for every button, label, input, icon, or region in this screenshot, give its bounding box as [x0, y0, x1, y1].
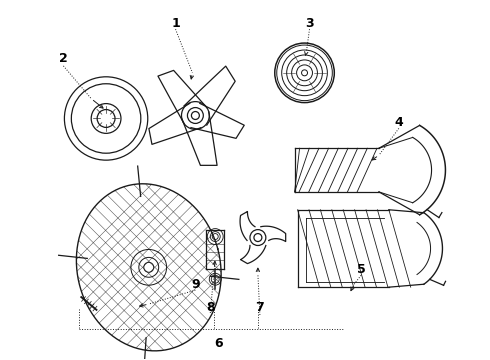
Text: 6: 6: [214, 337, 222, 350]
Text: 5: 5: [357, 263, 366, 276]
Text: 2: 2: [59, 53, 68, 66]
Text: 4: 4: [394, 116, 403, 129]
Text: 7: 7: [255, 301, 264, 314]
Text: 8: 8: [206, 301, 215, 314]
Text: 1: 1: [171, 17, 180, 30]
Text: 3: 3: [305, 17, 314, 30]
Text: 9: 9: [191, 278, 200, 291]
